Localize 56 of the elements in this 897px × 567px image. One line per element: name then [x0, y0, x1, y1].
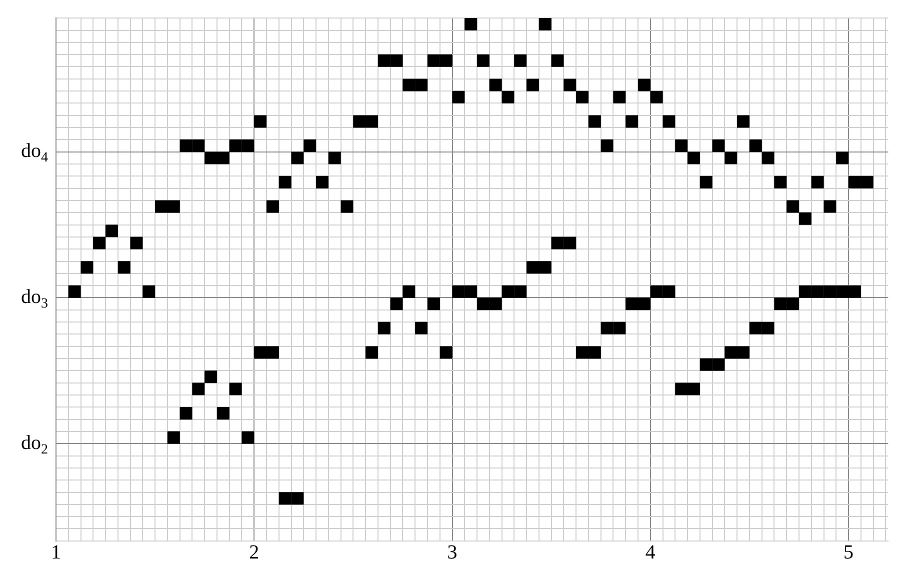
point: [415, 322, 428, 334]
point: [576, 346, 589, 359]
point: [700, 358, 712, 371]
x-tick-label: 1: [51, 541, 61, 564]
x-tick-label: 3: [447, 541, 458, 564]
point: [564, 236, 576, 250]
point: [600, 322, 614, 334]
point: [551, 236, 564, 250]
point: [526, 261, 540, 274]
point: [266, 346, 279, 359]
point: [848, 285, 861, 298]
point: [192, 382, 205, 396]
point: [662, 285, 676, 298]
point: [749, 322, 762, 334]
point: [464, 285, 478, 298]
point: [836, 285, 849, 298]
point: [514, 285, 527, 298]
point: [254, 346, 267, 359]
point: [378, 322, 390, 334]
point: [402, 285, 416, 298]
point: [638, 298, 650, 310]
point: [724, 346, 738, 359]
point: [811, 285, 824, 298]
point: [650, 285, 663, 298]
point: [687, 382, 700, 396]
point: [712, 358, 725, 371]
point: [366, 346, 378, 359]
point: [291, 492, 304, 505]
point: [489, 298, 502, 310]
point: [588, 346, 601, 359]
point: [774, 298, 787, 310]
x-tick-label: 5: [844, 541, 854, 564]
point: [613, 322, 626, 334]
x-tick-label: 4: [645, 541, 656, 564]
point: [762, 322, 774, 334]
point: [824, 285, 836, 298]
point: [737, 346, 750, 359]
point: [242, 431, 254, 444]
point: [626, 298, 638, 310]
point: [675, 382, 688, 396]
point: [180, 407, 192, 420]
point: [204, 370, 218, 384]
point: [229, 382, 242, 396]
point: [390, 298, 403, 310]
point: [278, 492, 292, 505]
point: [786, 298, 800, 310]
point: [476, 298, 490, 310]
point: [216, 407, 230, 420]
point: [798, 285, 812, 298]
point: [427, 298, 440, 310]
point: [538, 261, 552, 274]
point: [502, 285, 514, 298]
point: [452, 285, 465, 298]
point: [440, 346, 452, 359]
point: [167, 431, 180, 444]
x-tick-label: 2: [249, 541, 260, 564]
